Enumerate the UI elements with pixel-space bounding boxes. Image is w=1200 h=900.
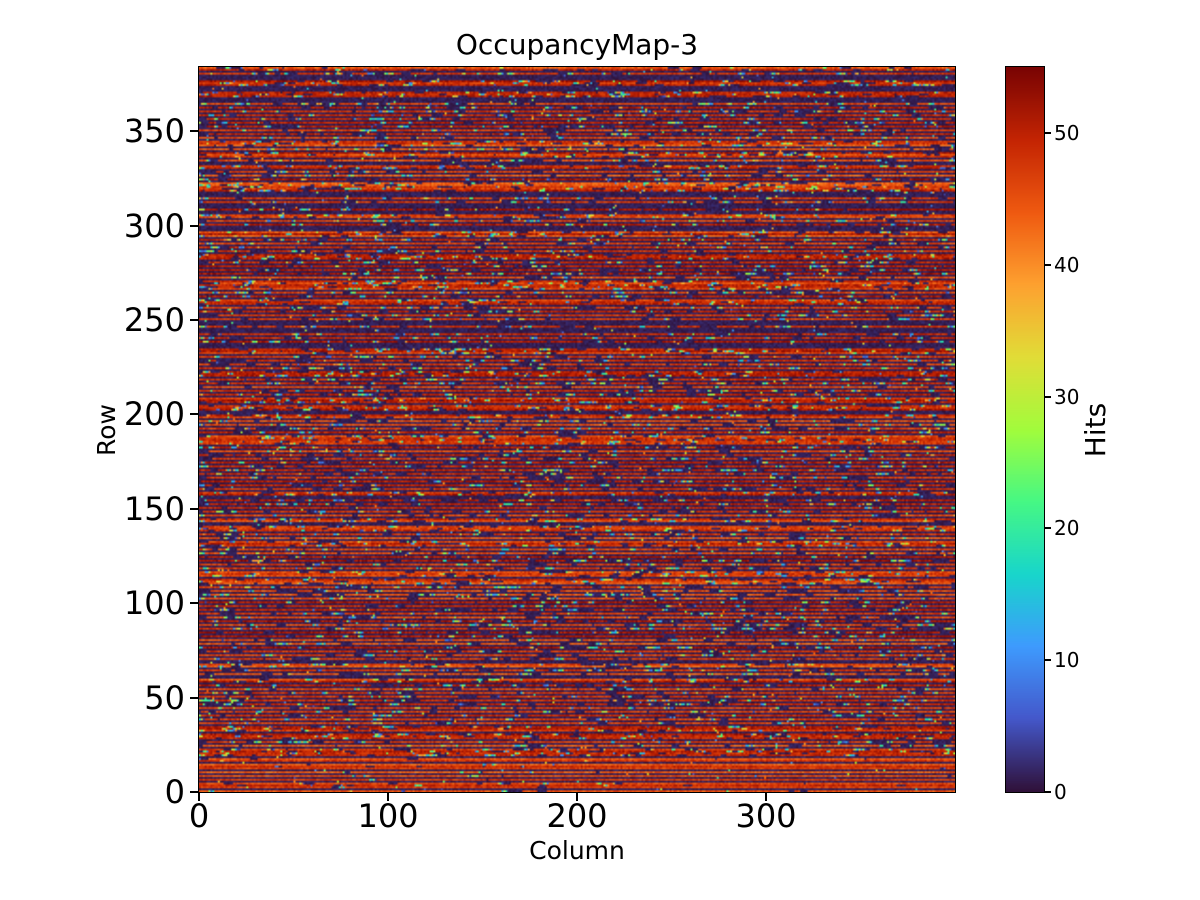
x-tick-label: 200 — [546, 797, 608, 835]
y-tick-label: 150 — [123, 489, 185, 528]
colorbar-tick-mark — [1044, 659, 1051, 662]
colorbar-tick-label: 40 — [1054, 252, 1080, 277]
colorbar-tick-mark — [1044, 791, 1051, 793]
colorbar-tick-label: 0 — [1054, 780, 1067, 804]
colorbar-tick-label: 30 — [1054, 384, 1080, 409]
colorbar-tick-label: 50 — [1054, 120, 1080, 145]
y-tick-mark — [190, 130, 198, 133]
colorbar-tick-label: 10 — [1054, 648, 1080, 673]
x-tick-mark — [198, 793, 200, 801]
x-tick-label: 300 — [735, 797, 797, 835]
y-tick-label: 0 — [164, 773, 185, 811]
colorbar-canvas — [1006, 67, 1044, 792]
x-axis-label: Column — [529, 836, 625, 865]
colorbar-tick-mark — [1044, 395, 1051, 398]
y-tick-mark — [190, 507, 198, 510]
y-tick-mark — [190, 602, 198, 605]
y-tick-mark — [190, 696, 198, 699]
heatmap-canvas — [199, 67, 955, 792]
heatmap-plot-area — [198, 66, 956, 793]
x-tick-mark — [576, 793, 578, 801]
colorbar-label: Hits — [1079, 402, 1112, 458]
colorbar — [1005, 66, 1045, 793]
colorbar-tick-mark — [1044, 263, 1051, 266]
y-tick-label: 200 — [123, 395, 185, 434]
colorbar-tick-label: 20 — [1054, 516, 1080, 541]
y-tick-label: 100 — [123, 584, 185, 623]
y-tick-mark — [190, 224, 198, 227]
colorbar-tick-mark — [1044, 131, 1051, 134]
y-tick-mark — [190, 791, 198, 793]
y-tick-label: 250 — [123, 300, 185, 339]
plot-title: OccupancyMap-3 — [455, 28, 699, 61]
x-tick-label: 100 — [357, 797, 419, 835]
y-tick-mark — [190, 318, 198, 321]
x-tick-mark — [387, 793, 389, 801]
colorbar-tick-mark — [1044, 527, 1051, 530]
y-tick-label: 350 — [123, 112, 185, 151]
y-tick-label: 50 — [144, 678, 185, 717]
y-tick-mark — [190, 413, 198, 416]
y-tick-label: 300 — [123, 206, 185, 245]
x-tick-mark — [765, 793, 767, 801]
x-tick-label: 0 — [188, 797, 210, 835]
